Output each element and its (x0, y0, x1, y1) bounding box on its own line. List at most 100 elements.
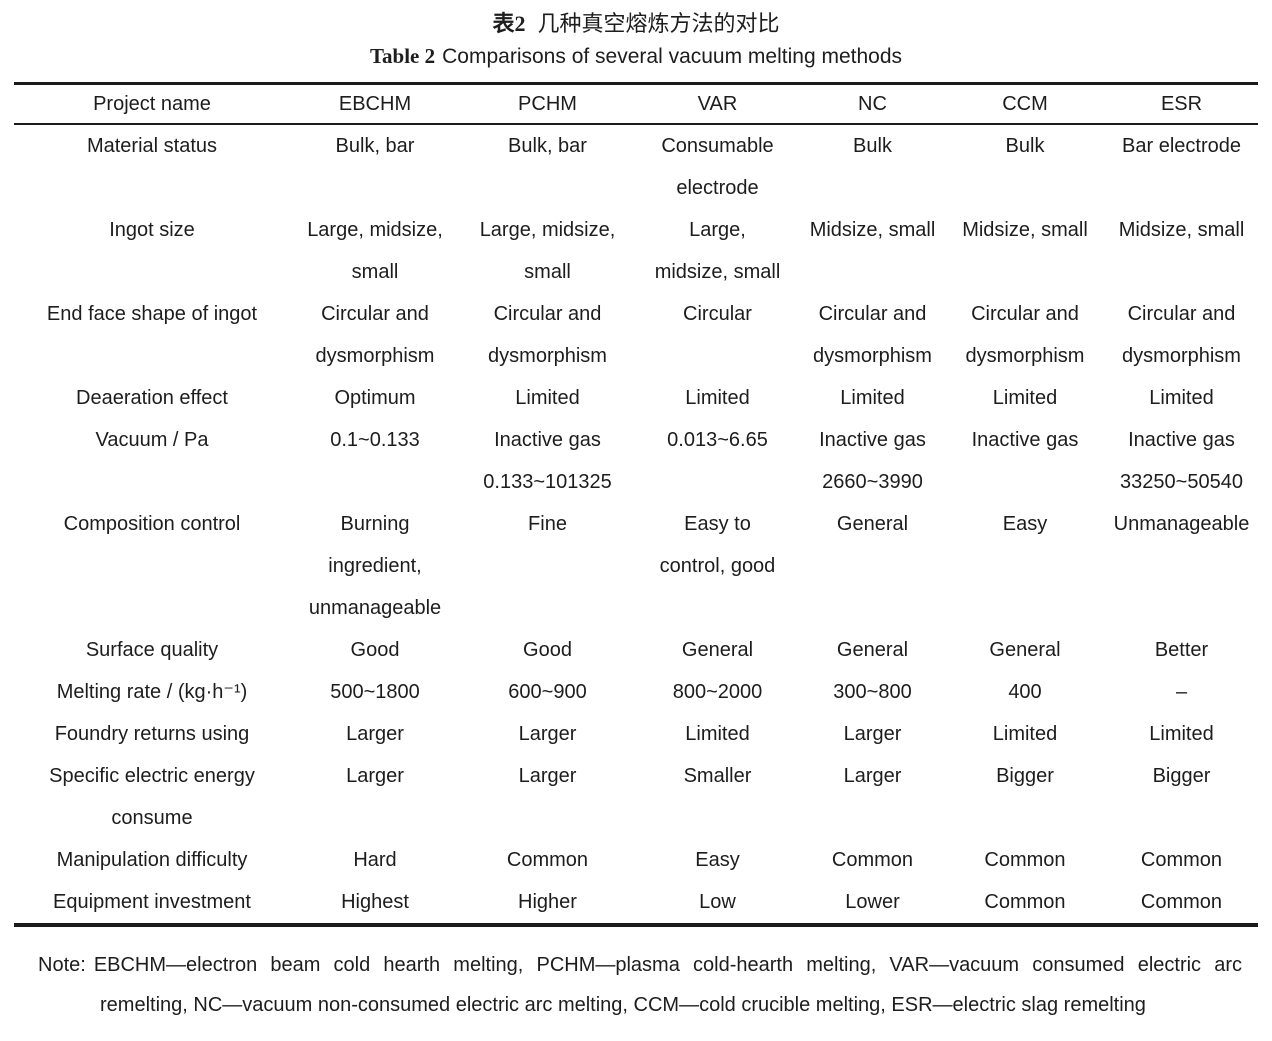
column-header-ebchm: EBCHM (338, 93, 412, 115)
table-body: Material status Bulk, bar Bulk, bar Consuma… (14, 124, 1258, 925)
table-cell: Circular (683, 303, 752, 325)
column-header-esr: ESR (1160, 93, 1203, 115)
table-cell: Limited (992, 723, 1058, 745)
column-header-var: VAR (697, 93, 738, 115)
table-cell: Circular and dysmorphism (1122, 303, 1241, 367)
table-cell: Large, midsize, small (479, 219, 616, 283)
table-note: Note: EBCHM—electron beam cold hearth mel… (38, 945, 1242, 1025)
table-header: Project name EBCHM PCHM VAR NC CCM ESR (14, 84, 1258, 124)
table-cell: Smaller (683, 765, 752, 787)
table-cell: Midsize, small (809, 219, 936, 241)
table-cell: Bulk (1005, 135, 1045, 157)
row-label: Foundry returns using (54, 723, 250, 745)
table-cell: Common (1140, 891, 1223, 913)
table-row: Surface quality Good Good General General Gen… (14, 629, 1258, 671)
table-cell: Common (506, 849, 589, 871)
row-label: Deaeration effect (76, 387, 228, 409)
table-cell: Easy to control, good (659, 513, 776, 577)
comparison-table: Project name EBCHM PCHM VAR NC CCM ESR M… (14, 82, 1258, 927)
table-cell: General (836, 639, 909, 661)
caption-chinese: 表2 几种真空熔炼方法的对比 (0, 9, 1272, 39)
table-cell: Circular and dysmorphism (813, 303, 932, 367)
row-label: Melting rate / (kg·h⁻¹) (56, 681, 248, 703)
table-cell: Limited (685, 387, 750, 409)
table-cell: Circular and dysmorphism (965, 303, 1085, 367)
table-row: Manipulation difficulty Hard Common Easy Com… (14, 839, 1258, 881)
table-cell: Limited (1149, 387, 1214, 409)
table-cell: Common (831, 849, 914, 871)
table-cell: Hard (353, 849, 397, 871)
row-label: Surface quality (85, 639, 219, 661)
column-header-nc: NC (858, 93, 887, 115)
table-cell: 0.013~6.65 (667, 429, 768, 451)
table-cell: Inactive gas 33250~50540 (1120, 429, 1243, 493)
table-cell: Better (1154, 639, 1209, 661)
table-cell: Good (350, 639, 400, 661)
table-cell: General (681, 639, 754, 661)
row-label: Vacuum / Pa (95, 429, 209, 451)
table-cell: Bar electrode (1122, 135, 1241, 157)
table-cell: Easy (695, 849, 740, 871)
table-cell: Limited (685, 723, 750, 745)
column-header-pchm: PCHM (518, 93, 577, 115)
note-label: Note: (38, 954, 86, 976)
table-cell: 300~800 (833, 681, 912, 703)
table-cell: Highest (341, 891, 409, 913)
table-cell: Bulk, bar (335, 135, 415, 157)
table-cell: General (836, 513, 909, 535)
table-cell: Large, midsize, small (307, 219, 443, 283)
table-caption: 表2 几种真空熔炼方法的对比 Table 2 Comparisons of seve… (0, 0, 1272, 74)
table-row: End face shape of ingot Circular and dysm… (14, 293, 1258, 377)
table-cell: Lower (845, 891, 900, 913)
table-cell: Larger (518, 765, 577, 787)
table-cell: Optimum (334, 387, 416, 409)
table-row: Deaeration effect Optimum Limited Limited Li… (14, 377, 1258, 419)
table-cell: Circular and dysmorphism (315, 303, 435, 367)
note-text: EBCHM—electron beam cold hearth melting,… (93, 954, 1242, 1016)
table-cell: Consumable electrode (661, 135, 774, 199)
table-cell: Limited (1149, 723, 1214, 745)
table-cell: Larger (518, 723, 577, 745)
table-cell: Bigger (1152, 765, 1211, 787)
table-cell: Burning ingredient, unmanageable (308, 513, 442, 619)
table-cell: Bulk, bar (508, 135, 587, 157)
table-cell: Common (984, 891, 1066, 913)
table-cell: Larger (843, 765, 902, 787)
caption-zh-label: 表2 (492, 11, 526, 36)
table-cell: Bigger (996, 765, 1054, 787)
row-label: Composition control (63, 513, 241, 535)
table-row: Vacuum / Pa 0.1~0.133 Inactive gas 0.133~1… (14, 419, 1258, 503)
table-cell: Midsize, small (1118, 219, 1245, 241)
caption-en-text: Comparisons of several vacuum melting me… (442, 45, 903, 68)
table-cell: Larger (346, 723, 404, 745)
table-cell: Limited (992, 387, 1058, 409)
row-label: Ingot size (109, 219, 195, 241)
table-cell: Circular and dysmorphism (488, 303, 607, 367)
table-cell: Easy (1002, 513, 1048, 535)
row-label: Equipment investment (53, 891, 251, 913)
table-row: Equipment investment Highest Higher Low Lowe… (14, 881, 1258, 925)
table-row: Specific electric energy consume Larger La… (14, 755, 1258, 839)
table-cell: Common (1140, 849, 1223, 871)
caption-zh-text: 几种真空熔炼方法的对比 (537, 11, 780, 36)
row-label: Material status (86, 135, 218, 157)
table-cell: – (1175, 681, 1188, 703)
table-row: Melting rate / (kg·h⁻¹) 500~1800 600~900 80… (14, 671, 1258, 713)
table-row: Ingot size Large, midsize, small Large, mi… (14, 209, 1258, 293)
table-cell: Inactive gas (971, 429, 1079, 451)
row-label: Manipulation difficulty (56, 849, 248, 871)
header-row: Project name EBCHM PCHM VAR NC CCM ESR (14, 84, 1258, 124)
table-cell: Fine (528, 513, 567, 535)
column-header-ccm: CCM (1002, 93, 1048, 115)
row-label: End face shape of ingot (46, 303, 258, 325)
table-row: Material status Bulk, bar Bulk, bar Consuma… (14, 124, 1258, 209)
table-cell: 500~1800 (330, 681, 420, 703)
table-cell: Common (984, 849, 1066, 871)
table-cell: Limited (840, 387, 905, 409)
table-cell: General (989, 639, 1061, 661)
table-cell: Larger (843, 723, 902, 745)
table-cell: 600~900 (508, 681, 587, 703)
table-cell: Bulk (853, 135, 892, 157)
row-label: Specific electric energy consume (49, 765, 255, 829)
